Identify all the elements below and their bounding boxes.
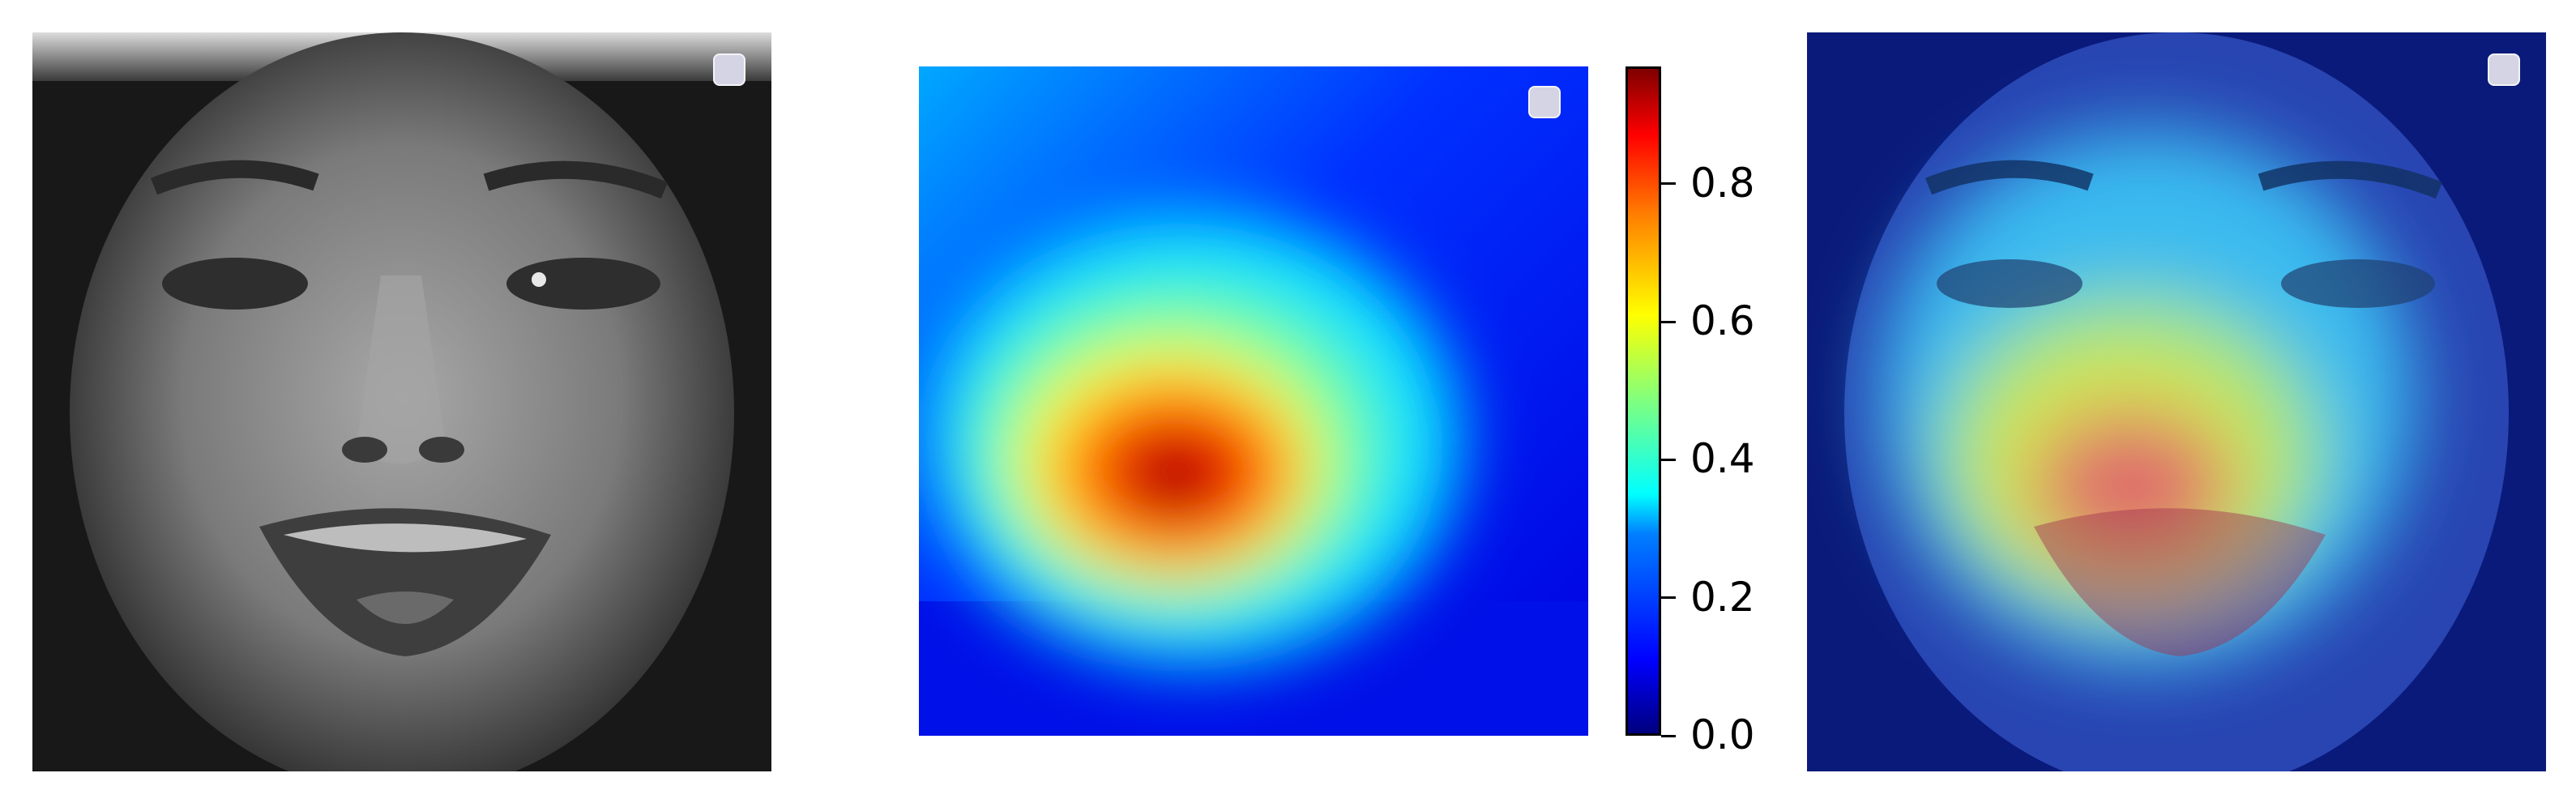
colorbar [1625,66,1661,736]
heatmap-image [919,66,1588,736]
colorbar-tick [1661,596,1676,600]
colorbar-tick-label: 0.6 [1690,297,1755,345]
colorbar-tick [1661,320,1676,323]
legend-box [2488,53,2520,86]
colorbar-tick-label: 0.8 [1690,159,1755,207]
face-photo [32,32,771,771]
attention-heatmap [919,66,1588,736]
legend-box [713,53,745,86]
overlay-image [1807,32,2546,771]
colorbar-tick-label: 0.4 [1690,435,1755,483]
colorbar-tick-label: 0.0 [1690,711,1755,758]
colorbar-tick-label: 0.2 [1690,573,1755,621]
colorbar-tick [1661,734,1676,737]
colorbar-tick [1661,182,1676,186]
grayscale-face-image [32,32,771,771]
heatmap-overlay-on-face [1807,32,2546,771]
colorbar-tick [1661,458,1676,461]
legend-box [1528,86,1561,118]
